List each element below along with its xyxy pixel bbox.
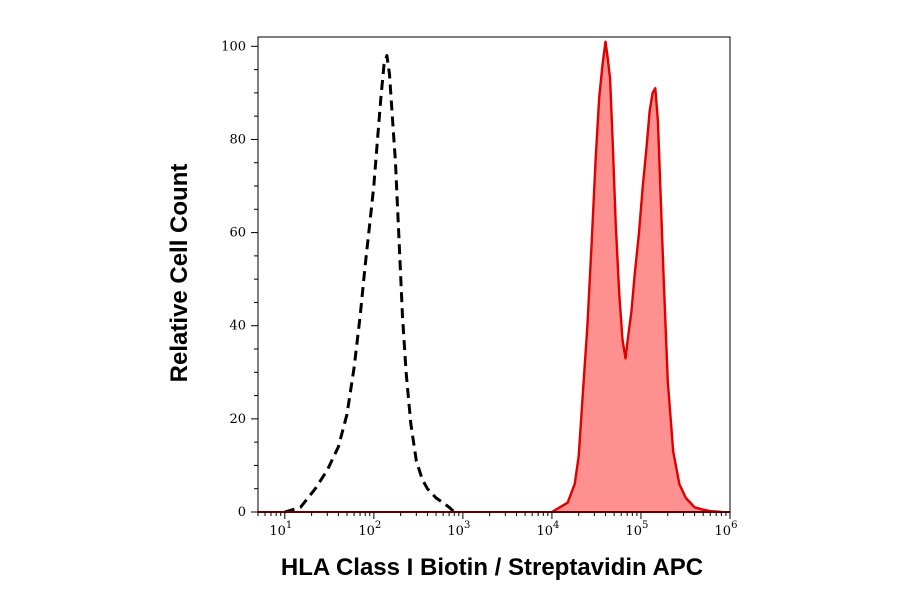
series-layer: [258, 40, 730, 514]
series-0-line: [284, 54, 456, 514]
y-tick-label: 20: [229, 412, 246, 427]
y-tick-label: 80: [229, 132, 246, 147]
plot-frame: [257, 36, 731, 513]
x-tick-label: 103: [447, 520, 470, 539]
series-1-fill: [551, 41, 722, 512]
y-tick-label: 0: [238, 505, 246, 520]
x-tick-label: 104: [536, 520, 559, 539]
y-tick-label: 40: [229, 319, 246, 334]
x-tick-label: 101: [269, 520, 292, 539]
x-tick-label: 105: [625, 520, 648, 539]
y-axis-title: Relative Cell Count: [166, 164, 193, 383]
x-tick-label: 106: [715, 520, 738, 539]
x-tick-label: 102: [358, 520, 381, 539]
series-1-line: [551, 40, 722, 514]
y-tick-label: 60: [229, 226, 246, 241]
x-axis-title: HLA Class I Biotin / Streptavidin APC: [281, 554, 703, 581]
y-tick-label: 100: [221, 39, 246, 54]
ticks-layer: 0 20 40 60 80 100 101 102 103 104 105 106: [221, 39, 737, 539]
